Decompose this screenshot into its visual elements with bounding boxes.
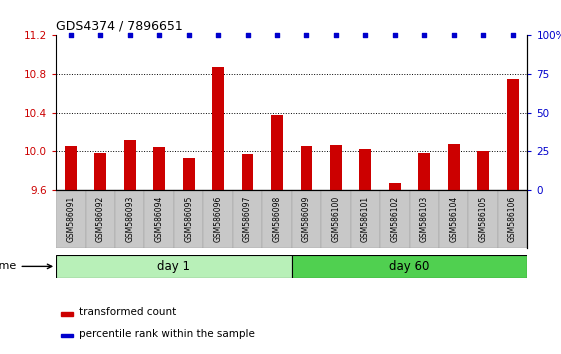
- Text: GSM586093: GSM586093: [125, 196, 134, 242]
- Text: GSM586103: GSM586103: [420, 196, 429, 242]
- Bar: [321, 190, 351, 248]
- Text: GSM586094: GSM586094: [155, 196, 164, 242]
- Point: [302, 33, 311, 38]
- Point: [361, 33, 370, 38]
- Bar: [56, 255, 292, 278]
- Bar: [498, 190, 527, 248]
- Bar: [301, 147, 312, 190]
- Point: [273, 33, 282, 38]
- Bar: [507, 79, 518, 190]
- Bar: [292, 190, 321, 248]
- Point: [449, 33, 458, 38]
- Point: [184, 33, 193, 38]
- Point: [243, 33, 252, 38]
- Text: GSM586099: GSM586099: [302, 196, 311, 242]
- Point: [125, 33, 134, 38]
- Bar: [85, 190, 115, 248]
- Text: GSM586106: GSM586106: [508, 196, 517, 242]
- Bar: [65, 147, 77, 190]
- Bar: [94, 153, 106, 190]
- Bar: [183, 158, 195, 190]
- Bar: [448, 144, 459, 190]
- Text: percentile rank within the sample: percentile rank within the sample: [79, 329, 255, 339]
- Bar: [468, 190, 498, 248]
- Text: GSM586095: GSM586095: [184, 196, 193, 242]
- Text: GSM586100: GSM586100: [332, 196, 341, 242]
- Bar: [56, 190, 85, 248]
- Bar: [153, 147, 165, 190]
- Bar: [410, 190, 439, 248]
- Text: time: time: [0, 261, 52, 272]
- Bar: [292, 255, 527, 278]
- Text: GSM586101: GSM586101: [361, 196, 370, 242]
- Bar: [203, 190, 233, 248]
- Text: GSM586092: GSM586092: [96, 196, 105, 242]
- Bar: [233, 190, 262, 248]
- Text: GSM586097: GSM586097: [243, 196, 252, 242]
- Bar: [242, 154, 254, 190]
- Bar: [380, 190, 410, 248]
- Bar: [174, 190, 203, 248]
- Text: GDS4374 / 7896651: GDS4374 / 7896651: [56, 20, 183, 33]
- Bar: [144, 190, 174, 248]
- Point: [96, 33, 105, 38]
- Point: [479, 33, 488, 38]
- Point: [332, 33, 341, 38]
- Bar: [389, 183, 401, 190]
- Text: day 60: day 60: [389, 260, 430, 273]
- Point: [390, 33, 399, 38]
- Bar: [351, 190, 380, 248]
- Bar: [124, 140, 136, 190]
- Bar: [439, 190, 468, 248]
- Point: [508, 33, 517, 38]
- Bar: [212, 67, 224, 190]
- Text: GSM586105: GSM586105: [479, 196, 488, 242]
- Text: transformed count: transformed count: [79, 307, 176, 318]
- Bar: [271, 115, 283, 190]
- Point: [155, 33, 164, 38]
- Bar: [61, 333, 72, 337]
- Text: GSM586102: GSM586102: [390, 196, 399, 242]
- Bar: [477, 151, 489, 190]
- Point: [214, 33, 223, 38]
- Point: [420, 33, 429, 38]
- Bar: [330, 145, 342, 190]
- Bar: [360, 149, 371, 190]
- Text: GSM586104: GSM586104: [449, 196, 458, 242]
- Text: GSM586098: GSM586098: [273, 196, 282, 242]
- Bar: [419, 153, 430, 190]
- Bar: [262, 190, 292, 248]
- Text: GSM586091: GSM586091: [66, 196, 75, 242]
- Bar: [61, 312, 72, 316]
- Point: [66, 33, 75, 38]
- Text: day 1: day 1: [158, 260, 190, 273]
- Text: GSM586096: GSM586096: [214, 196, 223, 242]
- Bar: [115, 190, 144, 248]
